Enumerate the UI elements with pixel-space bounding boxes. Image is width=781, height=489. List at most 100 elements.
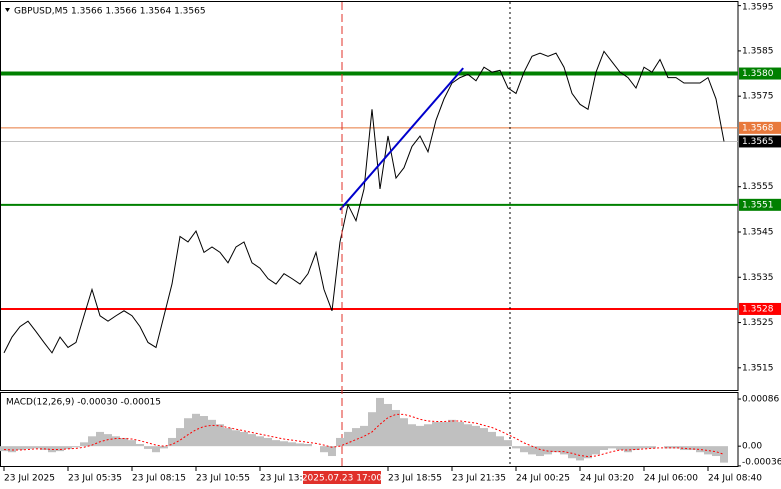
y-tick-label: -0.00036 (742, 458, 781, 468)
macd-bar (296, 443, 304, 447)
y-tick-label: 1.3585 (742, 46, 774, 56)
macd-bar (16, 446, 24, 451)
macd-bar (664, 446, 672, 449)
current-price-label: 1.3565 (742, 137, 774, 147)
macd-bar (584, 446, 592, 459)
level-label-box (739, 198, 781, 211)
macd-bar (0, 446, 8, 452)
level-label: 1.3580 (742, 69, 774, 79)
crosshair-box (303, 471, 381, 484)
macd-bar (440, 422, 448, 447)
macd-bar (496, 436, 504, 447)
macd-bar (256, 436, 264, 447)
x-tick-label: 23 Jul 18:55 (388, 474, 442, 484)
current-price-box (739, 135, 781, 148)
macd-bar (648, 446, 656, 449)
macd-bar (80, 442, 88, 447)
macd-bar (408, 424, 416, 447)
macd-bar (88, 436, 96, 447)
macd-bar (720, 446, 728, 463)
macd-bar (400, 418, 408, 447)
y-tick-label: 0.00 (742, 442, 762, 452)
y-tick-label: 0.00086 (742, 395, 779, 405)
macd-bar (384, 403, 392, 447)
x-tick-label: 23 Jul 05:35 (68, 474, 122, 484)
macd-bar (24, 446, 32, 449)
macd-bar (112, 436, 120, 447)
macd-bar (184, 418, 192, 447)
macd-bar (528, 446, 536, 455)
level-label: 1.3528 (742, 304, 774, 314)
x-tick-label: 24 Jul 00:25 (516, 474, 570, 484)
macd-bar (344, 431, 352, 447)
crosshair-label: 2025.07.23 17:00 (302, 474, 383, 484)
macd-bar (696, 446, 704, 453)
macd-panel-frame (0, 392, 739, 467)
macd-bar (120, 437, 128, 447)
macd-bar (216, 424, 224, 447)
macd-bar (568, 446, 576, 459)
macd-bar (248, 434, 256, 447)
trendline (339, 67, 464, 211)
macd-bar (560, 446, 568, 455)
macd-bar (640, 446, 648, 449)
macd-bar (288, 442, 296, 447)
y-tick-label: 1.3595 (742, 3, 774, 13)
x-tick-label: 24 Jul 06:00 (644, 474, 698, 484)
macd-bar (144, 446, 152, 449)
macd-bar (600, 446, 608, 451)
macd-bar (680, 446, 688, 451)
macd-bar (208, 419, 216, 447)
macd-bar (224, 428, 232, 447)
macd-bar (328, 446, 336, 457)
macd-bar (272, 440, 280, 447)
y-tick-label: 1.3575 (742, 92, 774, 102)
macd-bar (72, 446, 80, 448)
macd-bar (136, 443, 144, 447)
panel-title: MACD(12,26,9) -0.00030 -0.00015 (6, 398, 161, 408)
macd-bar (104, 434, 112, 447)
macd-bar (304, 443, 312, 447)
macd-bar (456, 422, 464, 447)
macd-bar (672, 446, 680, 449)
macd-bar (504, 440, 512, 447)
macd-bar (376, 397, 384, 447)
macd-bar (200, 416, 208, 447)
macd-bar (520, 446, 528, 453)
macd-bar (576, 446, 584, 461)
macd-bar (480, 428, 488, 447)
macd-bar (688, 446, 696, 451)
macd-bar (552, 446, 560, 453)
macd-bar (512, 446, 520, 449)
macd-bar (280, 441, 288, 447)
level-label: 1.3551 (742, 200, 774, 210)
macd-bar (232, 430, 240, 447)
y-tick-label: 1.3545 (742, 227, 774, 237)
macd-bar (592, 446, 600, 455)
macd-bar (416, 425, 424, 447)
macd-bar (320, 446, 328, 453)
macd-bar (168, 437, 176, 447)
macd-bar (40, 446, 48, 451)
macd-bar (432, 422, 440, 447)
macd-bar (424, 424, 432, 447)
macd-bar (192, 413, 200, 447)
macd-bar (360, 425, 368, 447)
macd-bar (336, 437, 344, 447)
x-tick-label: 23 Jul 10:55 (196, 474, 250, 484)
price-line (3, 50, 725, 354)
x-tick-label: 23 Jul 21:35 (452, 474, 506, 484)
level-label-box (739, 67, 781, 80)
macd-bar (264, 437, 272, 447)
main-panel-frame (0, 1, 739, 391)
x-tick-label: 23 Jul 13:35 (260, 474, 314, 484)
level-label-box (739, 121, 781, 134)
macd-bar (368, 412, 376, 447)
macd-bar (8, 446, 16, 453)
x-tick-label: 24 Jul 03:20 (580, 474, 634, 484)
macd-bar (464, 424, 472, 447)
macd-bar (56, 446, 64, 452)
macd-bar (624, 446, 632, 453)
macd-bar (152, 446, 160, 453)
